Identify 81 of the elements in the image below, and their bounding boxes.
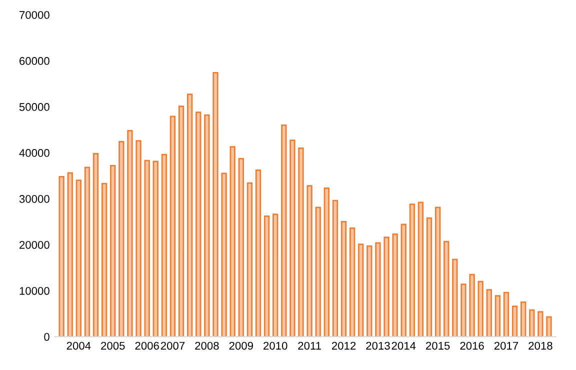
- x-tick-label: 2009: [229, 342, 253, 350]
- bar: [478, 280, 484, 337]
- x-tick-label: 2014: [392, 342, 416, 350]
- bar: [520, 302, 526, 337]
- x-tick-label: 2012: [332, 342, 356, 350]
- bar: [152, 160, 158, 337]
- bar: [84, 166, 90, 337]
- bar: [101, 182, 108, 337]
- bar: [290, 140, 296, 337]
- x-tick-label: 2006: [135, 342, 159, 350]
- x-tick-label: 2004: [66, 342, 91, 350]
- bar: [170, 116, 176, 337]
- x-tick-label: 2018: [528, 342, 552, 350]
- y-tick-label: 10000: [20, 286, 50, 295]
- bar: [418, 202, 424, 337]
- y-tick-label: 20000: [20, 240, 50, 249]
- bar: [298, 147, 304, 337]
- x-tick-label: 2017: [494, 342, 518, 350]
- x-tick-label: 2016: [460, 342, 484, 350]
- bar: [349, 227, 356, 337]
- y-tick-label: 30000: [19, 195, 50, 203]
- bar: [281, 124, 287, 337]
- bar: [503, 292, 510, 337]
- bar: [400, 224, 406, 337]
- bar: [92, 152, 99, 337]
- bar: [118, 141, 124, 337]
- bar: [460, 284, 466, 337]
- bar: [375, 242, 381, 337]
- bar: [444, 240, 450, 337]
- bar: [340, 221, 347, 337]
- bar: [315, 206, 321, 337]
- bar: [136, 140, 142, 337]
- bar: [110, 164, 116, 337]
- bar: [161, 154, 168, 337]
- bar: [196, 112, 202, 337]
- bar: [178, 106, 184, 337]
- bar: [58, 176, 64, 337]
- x-tick-label: 2008: [195, 342, 219, 350]
- y-tick-label: 50000: [19, 103, 50, 111]
- bar: [332, 200, 338, 337]
- bar: [272, 214, 278, 337]
- bar: [76, 180, 82, 337]
- y-tick-label: 60000: [20, 57, 50, 65]
- bar: [212, 72, 218, 337]
- bar: [204, 114, 210, 337]
- bar: [246, 182, 253, 337]
- bar: [392, 233, 398, 337]
- bar: [452, 258, 458, 337]
- bar: [238, 158, 244, 337]
- bar: [409, 204, 416, 337]
- bar: [469, 274, 475, 337]
- bar: [144, 160, 150, 337]
- bar: [426, 217, 432, 337]
- bar: [306, 185, 312, 337]
- bar: [221, 172, 227, 337]
- x-tick-label: 2007: [160, 342, 185, 350]
- bar: [529, 309, 535, 337]
- bar: [358, 244, 364, 337]
- bar: [324, 187, 330, 337]
- bar: [127, 130, 133, 337]
- x-tick-label: 2013: [366, 342, 390, 350]
- bar: [264, 216, 270, 337]
- bar: [494, 295, 501, 337]
- x-tick-label: 2011: [298, 342, 321, 350]
- x-tick-label: 2015: [426, 342, 450, 350]
- bar: [187, 94, 193, 337]
- bar: [538, 311, 544, 337]
- y-tick-label: 0: [44, 332, 50, 341]
- bar: [230, 146, 236, 337]
- bar: [546, 316, 552, 337]
- bar: [434, 206, 441, 337]
- bar: [366, 245, 372, 337]
- x-tick-label: 2010: [264, 342, 288, 350]
- y-tick-label: 70000: [20, 11, 50, 19]
- bar: [67, 172, 73, 337]
- bar: [255, 170, 262, 337]
- bar: [486, 289, 492, 337]
- bar: [384, 236, 390, 337]
- x-tick-label: 2005: [101, 342, 125, 350]
- y-tick-label: 40000: [19, 149, 50, 157]
- bar: [512, 306, 518, 337]
